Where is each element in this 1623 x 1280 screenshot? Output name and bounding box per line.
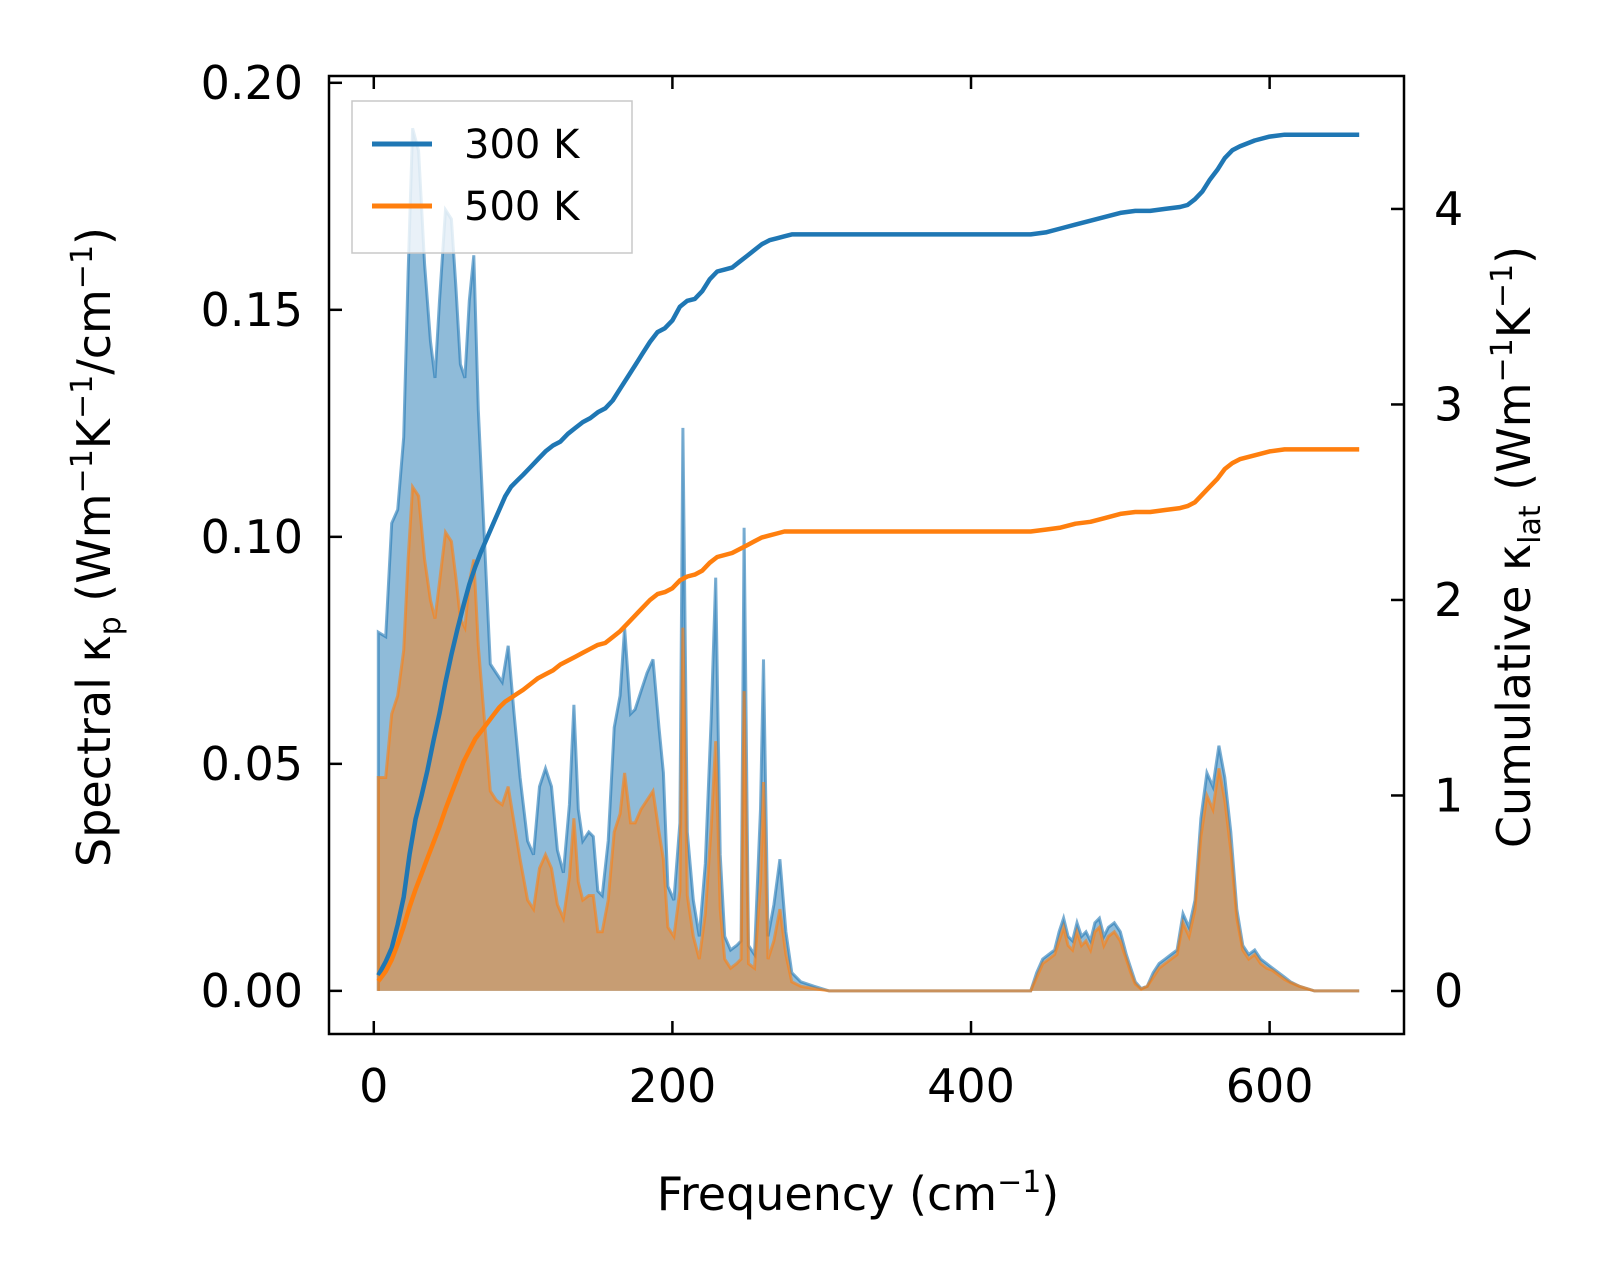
y-right-tick-label: 1 — [1434, 768, 1463, 822]
y-right-tick-label: 3 — [1434, 377, 1463, 431]
legend: 300 K 500 K — [351, 100, 633, 254]
x-axis-title: Frequency (cm−1) — [657, 1165, 1060, 1221]
cumulative-line-300k — [376, 132, 1360, 977]
y-left-axis-title: Spectral κp (Wm−1K−1/cm−1) — [65, 227, 128, 867]
x-tick-label: 600 — [1226, 1059, 1314, 1113]
cumulative-line-500k — [376, 447, 1360, 983]
x-tick-label: 400 — [927, 1059, 1015, 1113]
spectral-area-500k — [378, 486, 1360, 991]
plot-area — [376, 127, 1360, 993]
legend-label-300k: 300 K — [464, 122, 581, 168]
y-right-tick-label: 2 — [1434, 573, 1463, 627]
legend-box — [351, 100, 633, 254]
y-left-tick-label: 0.00 — [201, 964, 303, 1018]
axes: 0 200 400 600 0.00 0.05 0.10 0.15 0.20 0 1 2 3 4 — [201, 56, 1464, 1113]
y-left-tick-label: 0.05 — [201, 737, 303, 791]
x-tick-label: 0 — [359, 1059, 388, 1113]
y-right-tick-label: 0 — [1434, 964, 1463, 1018]
x-tick-label: 200 — [628, 1059, 716, 1113]
y-left-tick-label: 0.15 — [201, 283, 303, 337]
spectral-line-500k — [376, 482, 1360, 993]
y-right-axis-title: Cumulative κlat (Wm−1K−1) — [1485, 246, 1548, 848]
axes-frame — [327, 74, 1406, 1036]
y-right-tick-label: 4 — [1434, 182, 1463, 236]
y-left-tick-label: 0.20 — [201, 56, 303, 110]
legend-label-500k: 500 K — [464, 184, 581, 230]
y-left-tick-label: 0.10 — [201, 510, 303, 564]
